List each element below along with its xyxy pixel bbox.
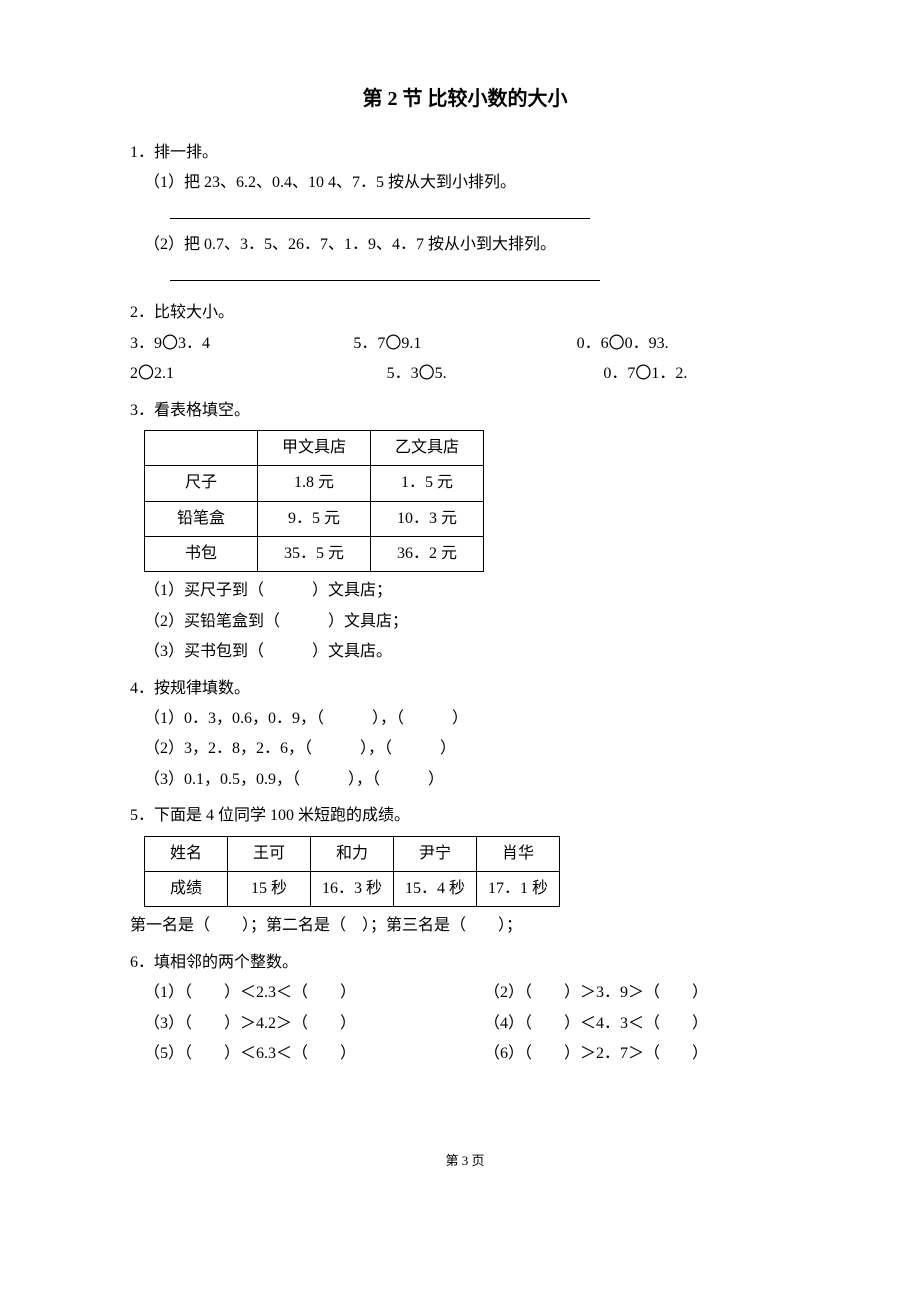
q5-th-3: 尹宁 <box>394 836 477 871</box>
q6-row-1: （3）（ ）＞4.2＞（ ） （4）（ ）＜4．3＜（ ） <box>144 1009 800 1039</box>
q3-sub1: （1）买尺子到（ ）文具店； <box>130 576 800 606</box>
q5-r0-c3: 15．4 秒 <box>394 871 477 906</box>
q2-row1-a: 3．9〇3．4 <box>130 329 353 359</box>
table-row: 姓名 王可 和力 尹宁 肖华 <box>145 836 560 871</box>
q3-table: 甲文具店 乙文具店 尺子 1.8 元 1．5 元 铅笔盒 9．5 元 10．3 … <box>144 430 484 573</box>
q3-r2-c2: 36．2 元 <box>371 537 484 572</box>
q2-row1-b: 5．7〇9.1 <box>353 329 576 359</box>
q6-row1-l: （3）（ ）＞4.2＞（ ） <box>144 1009 484 1039</box>
q5-r0-c4: 17．1 秒 <box>477 871 560 906</box>
q3-r1-c1: 9．5 元 <box>258 501 371 536</box>
q3-r0-c0: 尺子 <box>145 466 258 501</box>
q3-r0-c2: 1．5 元 <box>371 466 484 501</box>
q6-stem: 6．填相邻的两个整数。 <box>130 948 800 978</box>
q3-stem: 3．看表格填空。 <box>130 396 800 426</box>
q5-th-2: 和力 <box>311 836 394 871</box>
q2-row2-c: 0．7〇1．2. <box>583 359 800 389</box>
q4-sub1: （1）0．3，0.6，0．9，（ ），（ ） <box>130 704 800 734</box>
q2-stem: 2．比较大小。 <box>130 298 800 328</box>
q3-th-1: 甲文具店 <box>258 430 371 465</box>
q6-row0-l: （1）（ ）＜2.3＜（ ） <box>144 978 484 1008</box>
q1-part1: （1）把 23、6.2、0.4、10 4、7．5 按从大到小排列。 <box>130 168 800 198</box>
q3-th-0 <box>145 430 258 465</box>
q5-th-4: 肖华 <box>477 836 560 871</box>
q2-row1-c: 0．6〇0．93. <box>577 329 800 359</box>
q5-table: 姓名 王可 和力 尹宁 肖华 成绩 15 秒 16．3 秒 15．4 秒 17．… <box>144 836 560 908</box>
q6-row0-r: （2）（ ）＞3．9＞（ ） <box>484 978 708 1008</box>
page-footer: 第 3 页 <box>130 1149 800 1174</box>
page-title: 第 2 节 比较小数的大小 <box>130 80 800 118</box>
q5-stem: 5．下面是 4 位同学 100 米短跑的成绩。 <box>130 801 800 831</box>
q1-part2: （2）把 0.7、3．5、26．7、1．9、4．7 按从小到大排列。 <box>130 230 800 260</box>
q5-th-1: 王可 <box>228 836 311 871</box>
q1-stem: 1．排一排。 <box>130 138 800 168</box>
q3-sub3: （3）买书包到（ ）文具店。 <box>130 637 800 667</box>
q3-r1-c0: 铅笔盒 <box>145 501 258 536</box>
q4-sub2: （2）3，2．8，2．6，（ ），（ ） <box>130 734 800 764</box>
q3-sub2: （2）买铅笔盒到（ ）文具店； <box>130 607 800 637</box>
table-row: 甲文具店 乙文具店 <box>145 430 484 465</box>
q3-r2-c1: 35．5 元 <box>258 537 371 572</box>
table-row: 铅笔盒 9．5 元 10．3 元 <box>145 501 484 536</box>
q2-row1: 3．9〇3．4 5．7〇9.1 0．6〇0．93. <box>130 329 800 359</box>
q3-r1-c2: 10．3 元 <box>371 501 484 536</box>
q4-stem: 4．按规律填数。 <box>130 674 800 704</box>
q6-row2-l: （5）（ ）＜6.3＜（ ） <box>144 1039 484 1069</box>
table-row: 成绩 15 秒 16．3 秒 15．4 秒 17．1 秒 <box>145 871 560 906</box>
table-row: 书包 35．5 元 36．2 元 <box>145 537 484 572</box>
q6-row2-r: （6）（ ）＞2．7＞（ ） <box>484 1039 708 1069</box>
q4-sub3: （3）0.1，0.5，0.9，（ ），（ ） <box>130 765 800 795</box>
q1-blank1 <box>170 199 590 219</box>
q2-row2-b: 5．3〇5. <box>327 359 584 389</box>
q5-th-0: 姓名 <box>145 836 228 871</box>
q2-row2-a: 2〇2.1 <box>130 359 327 389</box>
q3-r2-c0: 书包 <box>145 537 258 572</box>
q5-after: 第一名是（ ）；第二名是（ ）；第三名是（ ）； <box>130 911 800 941</box>
q6-row1-r: （4）（ ）＜4．3＜（ ） <box>484 1009 708 1039</box>
q6-row-0: （1）（ ）＜2.3＜（ ） （2）（ ）＞3．9＞（ ） <box>144 978 800 1008</box>
q6-row-2: （5）（ ）＜6.3＜（ ） （6）（ ）＞2．7＞（ ） <box>144 1039 800 1069</box>
q5-r0-c0: 成绩 <box>145 871 228 906</box>
q5-r0-c1: 15 秒 <box>228 871 311 906</box>
q1-blank2 <box>170 261 600 281</box>
q2-row2: 2〇2.1 5．3〇5. 0．7〇1．2. <box>130 359 800 389</box>
table-row: 尺子 1.8 元 1．5 元 <box>145 466 484 501</box>
q3-th-2: 乙文具店 <box>371 430 484 465</box>
q3-r0-c1: 1.8 元 <box>258 466 371 501</box>
q5-r0-c2: 16．3 秒 <box>311 871 394 906</box>
